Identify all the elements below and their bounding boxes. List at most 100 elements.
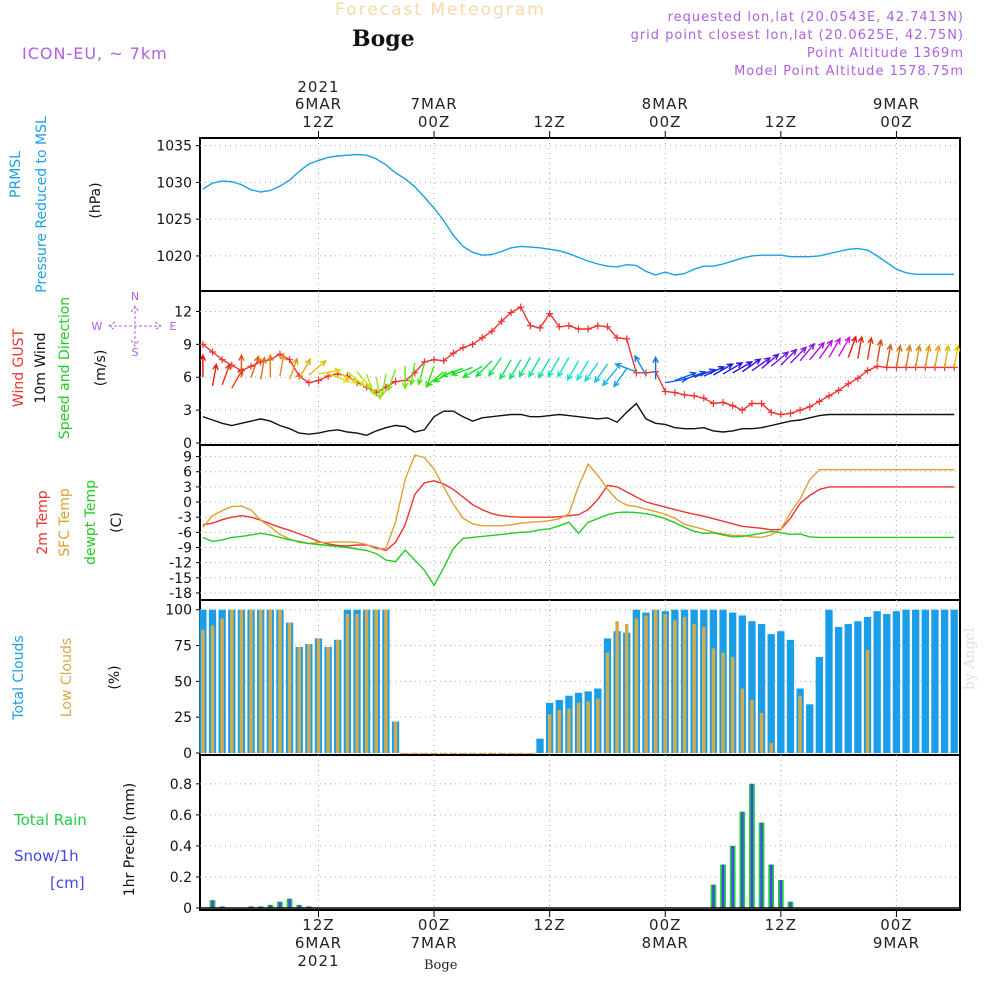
gust-marker — [546, 310, 554, 318]
bar-low-clouds — [711, 648, 716, 753]
gust-marker — [815, 397, 823, 405]
gust-marker — [796, 406, 804, 414]
gust-marker — [247, 362, 255, 370]
legend-rain: Total Rain — [13, 811, 87, 829]
bar-snow — [750, 783, 754, 908]
wind-arrow — [267, 353, 274, 378]
bar-snow — [249, 906, 253, 908]
x-tick-label: 12Z — [302, 916, 334, 934]
wind-arrow — [943, 344, 951, 368]
bar-low-clouds — [567, 708, 571, 753]
requested-coords: requested lon,lat (20.0543E, 42.7413N) — [667, 10, 964, 25]
bar-total-clouds — [738, 615, 746, 753]
y-tick-label: 0 — [183, 901, 192, 917]
bar-snow — [779, 880, 782, 908]
bar-low-clouds — [278, 609, 282, 753]
gust-marker — [199, 340, 207, 348]
y-tick-label: 3 — [183, 480, 192, 496]
axis-unit: (m/s) — [93, 350, 109, 387]
bar-total-clouds — [854, 621, 862, 753]
model-altitude: Model Point Altitude 1578.75m — [734, 64, 964, 79]
y-tick-label: -12 — [169, 556, 192, 572]
wind-arrow — [770, 351, 790, 367]
bar-total-clouds — [815, 657, 824, 753]
wind-arrow — [780, 348, 798, 366]
gust-marker — [218, 356, 226, 364]
wind-arrow — [713, 363, 734, 376]
chart-title: Forecast Meteogram — [335, 0, 546, 20]
y-tick-label: 0 — [183, 436, 192, 452]
bar-low-clouds — [682, 616, 687, 753]
watermark: by Angel — [962, 627, 978, 690]
gust-marker — [594, 322, 602, 330]
bar-total-clouds — [931, 609, 939, 753]
bar-low-clouds — [287, 622, 292, 753]
wind-arrow — [416, 362, 426, 386]
gust-marker — [758, 400, 766, 408]
wind-arrow — [924, 344, 932, 368]
y-tick-label: 6 — [183, 465, 192, 481]
gust-marker — [748, 400, 756, 408]
gust-marker — [767, 408, 775, 416]
bar-snow — [288, 898, 291, 908]
wind-arrow — [593, 363, 609, 384]
gust-marker — [719, 398, 727, 406]
gust-marker — [632, 369, 640, 377]
gust-marker — [613, 334, 621, 342]
wind-arrow — [934, 344, 942, 368]
bar-low-clouds — [596, 698, 600, 753]
gust-marker — [835, 386, 843, 394]
y-tick-label: 100 — [165, 603, 192, 619]
bar-low-clouds — [364, 609, 369, 753]
gust-marker — [392, 378, 400, 386]
wind-arrow — [440, 367, 464, 378]
bar-low-clouds — [374, 609, 379, 753]
wind-arrow — [751, 357, 772, 372]
panel-wind: 0 3 6 9 12 Wind GUST 10m Wind Speed and Directi… — [11, 290, 961, 452]
wind-arrow — [809, 341, 825, 361]
wind-arrow — [288, 357, 299, 380]
bar-snow — [269, 904, 272, 908]
y-tick-label: 3 — [183, 403, 192, 419]
wind-arrow — [375, 377, 383, 401]
panel-clouds: 0 25 50 75 100 Total Clouds Low Clouds (%) — [11, 599, 961, 762]
wind-arrow — [461, 365, 483, 379]
x-tick-label: 00Z — [418, 113, 450, 131]
x-tick-label: 8MAR — [642, 934, 689, 952]
axis-unit: 1hr Precip (mm) — [122, 783, 138, 896]
y-tick-label: 0.2 — [170, 870, 192, 886]
gust-marker — [565, 322, 573, 330]
gust-marker — [430, 356, 438, 364]
panel-frame — [199, 137, 961, 292]
x-tick-label: 9MAR — [873, 934, 920, 952]
wind-arrow — [487, 357, 503, 377]
bar-snow — [220, 906, 224, 908]
gust-marker — [276, 350, 284, 358]
bar-low-clouds — [268, 609, 273, 753]
bar-snow — [731, 845, 734, 908]
gust-marker — [507, 309, 515, 317]
y-tick-label: -3 — [178, 510, 192, 526]
gust-marker — [854, 374, 862, 382]
x-tick-label: 12Z — [533, 113, 565, 131]
bar-low-clouds — [576, 702, 581, 753]
wind-arrow — [895, 344, 903, 368]
wind-arrow — [386, 369, 397, 392]
series-2m-temp — [202, 480, 955, 552]
series-10m-wind — [202, 402, 955, 437]
panel-precip: 0 0.2 0.4 0.6 0.8 Total Rain Snow/1h [cm] 1hr Pr… — [13, 754, 961, 917]
wind-arrow — [818, 339, 833, 359]
bar-total-clouds — [786, 639, 795, 753]
bar-total-clouds — [767, 634, 775, 753]
bar-total-clouds — [834, 626, 843, 753]
y-tick-label: 9 — [183, 337, 192, 353]
point-altitude: Point Altitude 1369m — [806, 46, 964, 61]
gust-marker — [777, 410, 785, 418]
gust-marker — [488, 327, 496, 335]
compass-s: S — [132, 346, 139, 359]
gust-marker — [324, 372, 332, 380]
x-tick-label: 12Z — [533, 916, 565, 934]
bar-low-clouds — [634, 618, 639, 753]
y-tick-label: 50 — [174, 674, 192, 690]
gust-marker — [873, 362, 881, 370]
